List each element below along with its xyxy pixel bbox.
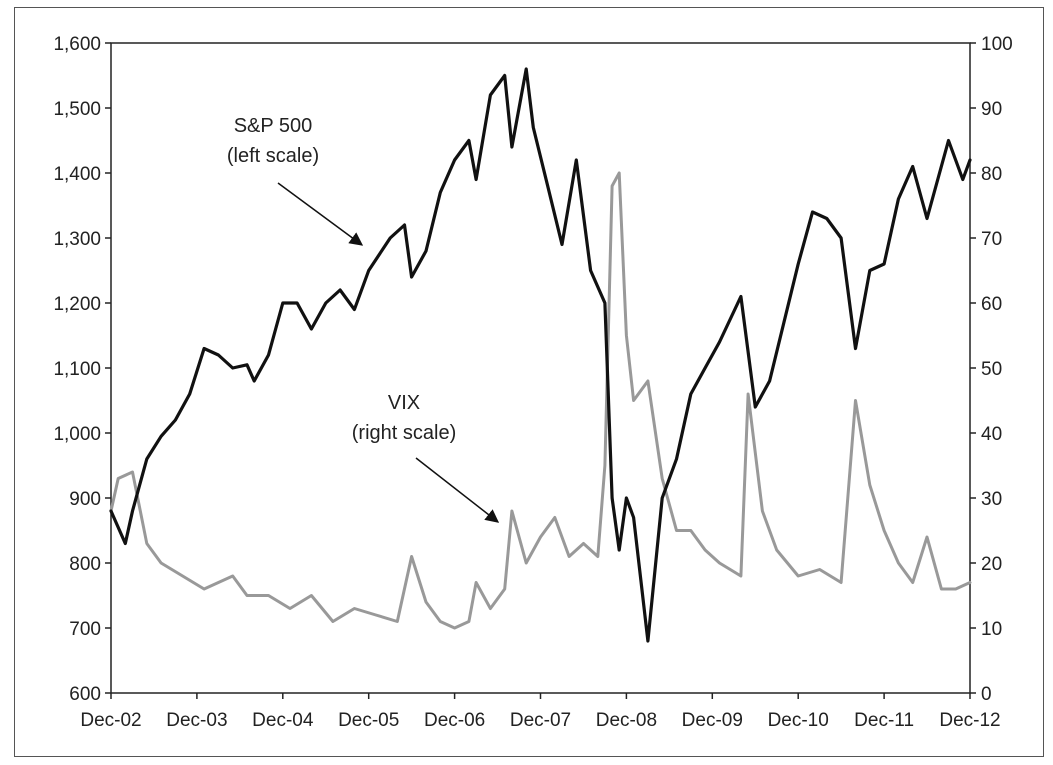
sp500-annotation-line1: S&P 500 [234,115,313,137]
left-tick-label: 1,200 [53,294,101,315]
right-tick-label: 90 [981,99,1002,120]
right-tick-label: 60 [981,294,1002,315]
vix-annotation-line2: (right scale) [352,422,456,444]
right-tick-label: 80 [981,164,1002,185]
annotations: S&P 500 (left scale) VIX (right scale) [227,115,500,523]
x-tick-label: Dec-02 [80,710,141,731]
x-tick-label: Dec-07 [510,710,571,731]
x-tick-label: Dec-08 [596,710,657,731]
left-tick-label: 1,100 [53,359,101,380]
left-tick-label: 1,300 [53,229,101,250]
series-layer [109,67,972,643]
x-tick-label: Dec-11 [854,710,914,731]
vix-annotation-line1: VIX [388,392,420,414]
x-tick-label: Dec-03 [166,710,227,731]
left-tick-label: 700 [69,619,101,640]
right-tick-label: 10 [981,619,1002,640]
left-tick-label: 900 [69,489,101,510]
x-tick-label: Dec-06 [424,710,485,731]
vix-annotation-arrow [415,457,500,523]
vix-series-line [109,171,972,630]
left-tick-label: 800 [69,554,101,575]
right-tick-label: 30 [981,489,1002,510]
left-tick-label: 600 [69,684,101,705]
right-tick-label: 50 [981,359,1002,380]
left-y-axis: 600 700 800 900 1,000 1,100 1,200 1,300 1,400 1,5… [53,34,111,705]
x-tick-label: Dec-10 [768,710,829,731]
right-y-axis: 0 10 20 30 40 50 60 70 80 90 100 [970,34,1013,705]
sp500-series-line [109,67,972,643]
right-tick-label: 70 [981,229,1002,250]
left-tick-label: 1,000 [53,424,101,445]
left-tick-label: 1,400 [53,164,101,185]
x-axis: Dec-02 Dec-03 Dec-04 Dec-05 Dec-06 Dec-07 Dec-… [80,693,1001,731]
sp500-annotation-arrow [277,182,364,246]
right-tick-label: 40 [981,424,1002,445]
x-tick-label: Dec-12 [939,710,1000,731]
left-tick-label: 1,500 [53,99,101,120]
x-tick-label: Dec-05 [338,710,399,731]
right-tick-label: 0 [981,684,992,705]
left-tick-label: 1,600 [53,34,101,55]
x-tick-label: Dec-04 [252,710,314,731]
chart-frame [14,7,1044,757]
right-tick-label: 100 [981,34,1013,55]
right-tick-label: 20 [981,554,1002,575]
sp500-annotation-line2: (left scale) [227,145,319,167]
x-tick-label: Dec-09 [682,710,743,731]
